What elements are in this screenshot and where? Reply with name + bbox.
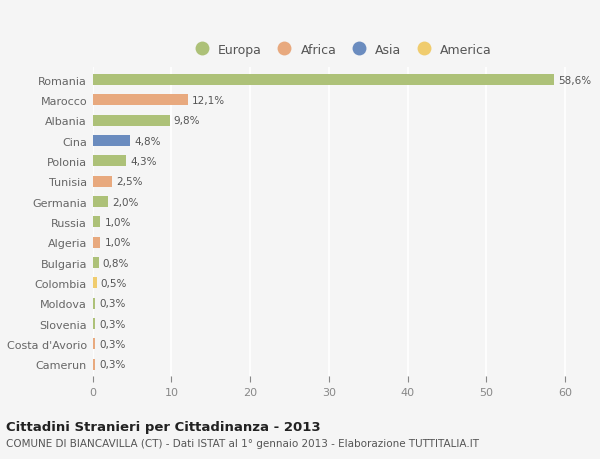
Bar — [92, 359, 95, 370]
Text: 1,0%: 1,0% — [104, 238, 131, 248]
Text: 4,3%: 4,3% — [130, 157, 157, 167]
Legend: Europa, Africa, Asia, America: Europa, Africa, Asia, America — [189, 44, 492, 56]
Text: 0,3%: 0,3% — [99, 298, 125, 308]
Bar — [92, 217, 100, 228]
Text: 0,3%: 0,3% — [99, 339, 125, 349]
Bar — [92, 237, 100, 248]
Text: 0,8%: 0,8% — [103, 258, 129, 268]
Text: COMUNE DI BIANCAVILLA (CT) - Dati ISTAT al 1° gennaio 2013 - Elaborazione TUTTIT: COMUNE DI BIANCAVILLA (CT) - Dati ISTAT … — [6, 438, 479, 448]
Text: 2,0%: 2,0% — [112, 197, 139, 207]
Text: 0,5%: 0,5% — [100, 278, 127, 288]
Bar — [92, 136, 130, 147]
Bar — [92, 339, 95, 350]
Bar — [92, 318, 95, 330]
Text: 0,3%: 0,3% — [99, 319, 125, 329]
Bar — [92, 95, 188, 106]
Text: 1,0%: 1,0% — [104, 218, 131, 227]
Bar — [92, 196, 109, 207]
Text: 0,3%: 0,3% — [99, 359, 125, 369]
Text: Cittadini Stranieri per Cittadinanza - 2013: Cittadini Stranieri per Cittadinanza - 2… — [6, 420, 320, 433]
Bar — [92, 176, 112, 187]
Bar — [92, 156, 127, 167]
Bar — [92, 257, 99, 269]
Text: 58,6%: 58,6% — [558, 75, 591, 85]
Bar — [92, 298, 95, 309]
Text: 12,1%: 12,1% — [192, 95, 225, 106]
Bar — [92, 115, 170, 127]
Text: 2,5%: 2,5% — [116, 177, 143, 187]
Bar — [92, 75, 554, 86]
Bar — [92, 278, 97, 289]
Text: 4,8%: 4,8% — [134, 136, 161, 146]
Text: 9,8%: 9,8% — [174, 116, 200, 126]
